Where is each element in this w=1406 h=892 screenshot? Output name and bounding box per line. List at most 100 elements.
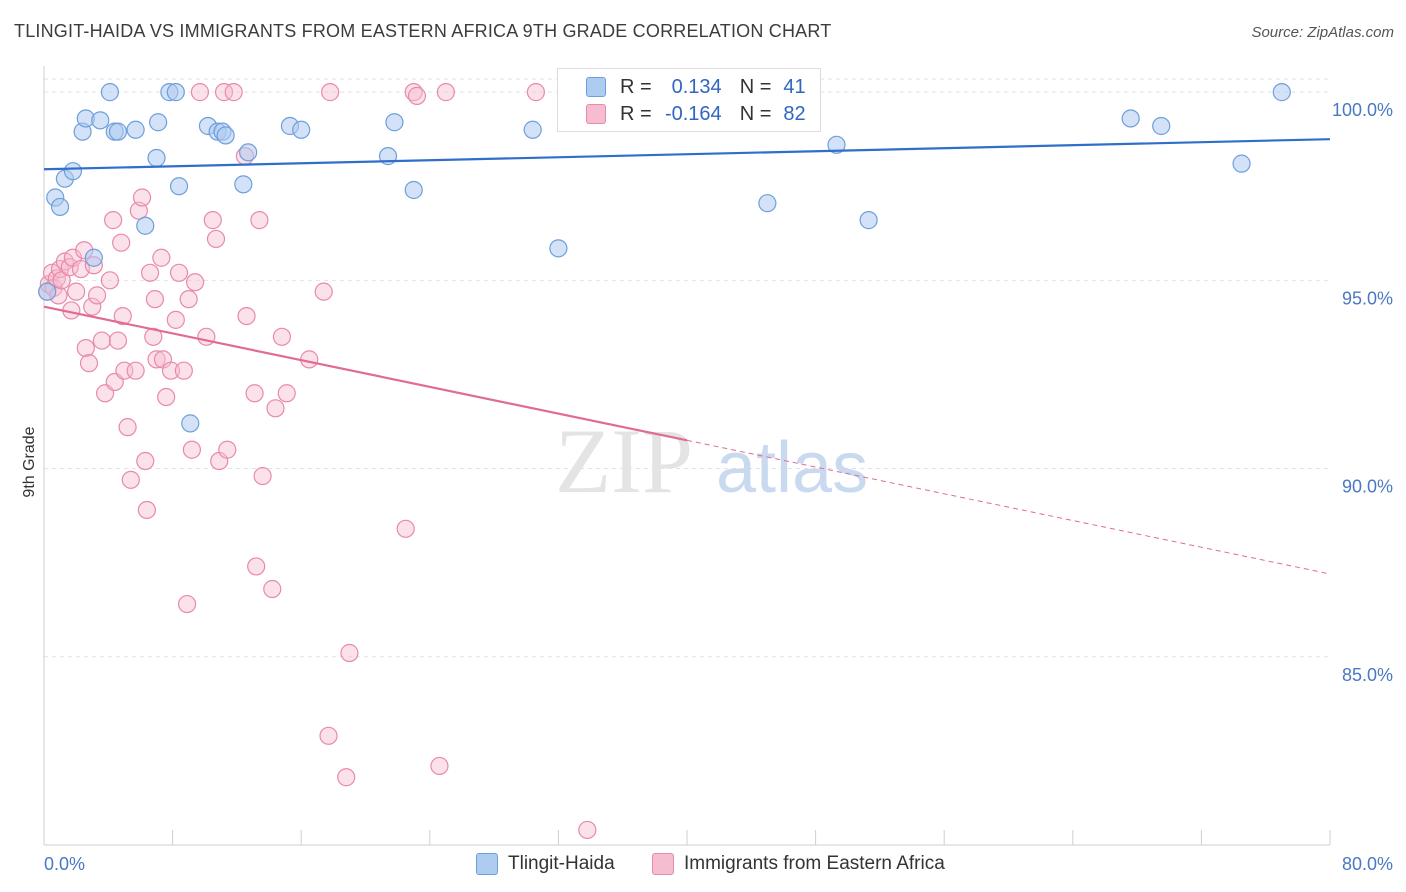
data-point-immigrants <box>92 331 111 350</box>
stat-n-label: N = <box>739 75 772 98</box>
data-point-tlingit <box>136 216 155 235</box>
data-point-immigrants <box>100 271 120 290</box>
data-point-tlingit <box>1152 116 1171 136</box>
stat-row-blue: R = 0.134 N = 41 <box>586 74 806 100</box>
data-point-immigrants <box>396 519 415 538</box>
data-point-immigrants <box>263 579 282 599</box>
data-point-immigrants <box>182 440 201 459</box>
data-point-immigrants <box>132 188 152 207</box>
data-point-tlingit <box>549 239 568 258</box>
data-point-immigrants <box>245 384 264 403</box>
data-point-immigrants <box>108 331 128 350</box>
data-point-tlingit <box>758 194 777 213</box>
chart-title: TLINGIT-HAIDA VS IMMIGRANTS FROM EASTERN… <box>14 21 832 41</box>
blue-series-points <box>38 83 1291 433</box>
legend-swatch-pink <box>652 853 674 875</box>
data-point-immigrants <box>407 86 427 105</box>
stat-n-value: 82 <box>783 102 806 125</box>
data-point-immigrants <box>140 263 160 282</box>
pink-series-points <box>38 83 597 840</box>
data-point-immigrants <box>126 361 145 380</box>
data-point-immigrants <box>314 282 333 301</box>
legend-item-tlingit: Tlingit-Haida <box>476 853 615 875</box>
data-point-immigrants <box>250 211 269 230</box>
data-point-tlingit <box>166 83 185 102</box>
data-point-immigrants <box>104 211 123 230</box>
data-point-tlingit <box>859 211 878 230</box>
data-point-immigrants <box>166 310 185 329</box>
data-point-tlingit <box>169 177 189 196</box>
data-point-immigrants <box>76 338 95 358</box>
legend-label: Tlingit-Haida <box>508 853 615 874</box>
trend-lines <box>43 138 1331 575</box>
x-tick-label: 0.0% <box>44 854 85 874</box>
data-point-immigrants <box>113 306 132 326</box>
data-point-tlingit <box>1121 109 1140 128</box>
data-point-immigrants <box>237 306 256 326</box>
data-point-tlingit <box>292 120 311 139</box>
data-point-immigrants <box>161 361 181 380</box>
data-point-immigrants <box>578 820 597 840</box>
legend-swatch-blue <box>476 853 498 875</box>
data-point-immigrants <box>174 361 193 380</box>
data-point-immigrants <box>337 768 356 787</box>
data-point-immigrants <box>147 350 166 369</box>
data-point-tlingit <box>1272 83 1291 102</box>
data-point-tlingit <box>149 113 168 132</box>
stats-box: R = 0.134 N = 41 R = -0.164 N = 82 <box>557 68 821 132</box>
data-point-immigrants <box>136 451 155 471</box>
data-point-immigrants <box>319 726 338 745</box>
data-point-immigrants <box>300 350 319 369</box>
data-point-tlingit <box>126 120 145 139</box>
stat-n-label: N = <box>739 102 772 125</box>
data-point-immigrants <box>277 384 296 403</box>
data-point-immigrants <box>430 756 449 776</box>
data-point-tlingit <box>108 122 128 141</box>
data-point-immigrants <box>157 387 176 407</box>
data-point-immigrants <box>137 500 156 520</box>
data-point-tlingit <box>827 135 846 154</box>
trend-line-tlingit <box>43 138 1331 171</box>
data-point-immigrants <box>83 297 102 316</box>
data-point-immigrants <box>87 286 107 305</box>
legend-label: Immigrants from Eastern Africa <box>684 853 945 874</box>
source-label: Source: ZipAtlas.com <box>1251 24 1394 41</box>
data-point-immigrants <box>118 418 137 437</box>
data-point-immigrants <box>186 273 205 292</box>
data-point-immigrants <box>214 83 234 102</box>
data-point-tlingit <box>234 175 253 194</box>
watermark-atlas: atlas <box>716 428 868 508</box>
stat-n-value: 41 <box>783 75 806 98</box>
data-point-tlingit <box>147 148 166 168</box>
watermark: ZIP atlas <box>555 410 868 512</box>
trend-line-immigrants <box>43 305 688 442</box>
stat-r-label: R = <box>620 102 652 125</box>
stat-r-value: -0.164 <box>664 102 722 125</box>
data-point-immigrants <box>169 263 189 282</box>
stat-swatch-pink <box>586 104 606 124</box>
data-point-immigrants <box>145 290 165 309</box>
data-point-immigrants <box>253 466 272 486</box>
data-point-immigrants <box>190 83 210 102</box>
y-tick-label: 90.0% <box>1342 477 1393 497</box>
axes: 0.0% 80.0% <box>43 66 1393 874</box>
data-point-immigrants <box>526 83 545 102</box>
y-tick-label: 85.0% <box>1342 665 1393 685</box>
data-point-immigrants <box>177 594 197 614</box>
watermark-zip: ZIP <box>555 410 693 512</box>
grid-lines: 100.0% 95.0% 90.0% 85.0% <box>44 78 1393 685</box>
data-point-tlingit <box>100 83 120 102</box>
data-point-tlingit <box>38 282 57 301</box>
data-point-tlingit <box>91 111 110 130</box>
data-point-tlingit <box>385 113 404 132</box>
legend-item-immigrants: Immigrants from Eastern Africa <box>652 853 945 875</box>
data-point-immigrants <box>321 83 340 102</box>
data-point-immigrants <box>218 440 237 459</box>
data-point-immigrants <box>224 83 243 102</box>
data-point-immigrants <box>247 557 266 576</box>
data-point-tlingit <box>216 126 235 145</box>
data-point-tlingit <box>404 180 423 200</box>
data-point-immigrants <box>152 248 171 267</box>
data-point-tlingit <box>239 143 258 162</box>
